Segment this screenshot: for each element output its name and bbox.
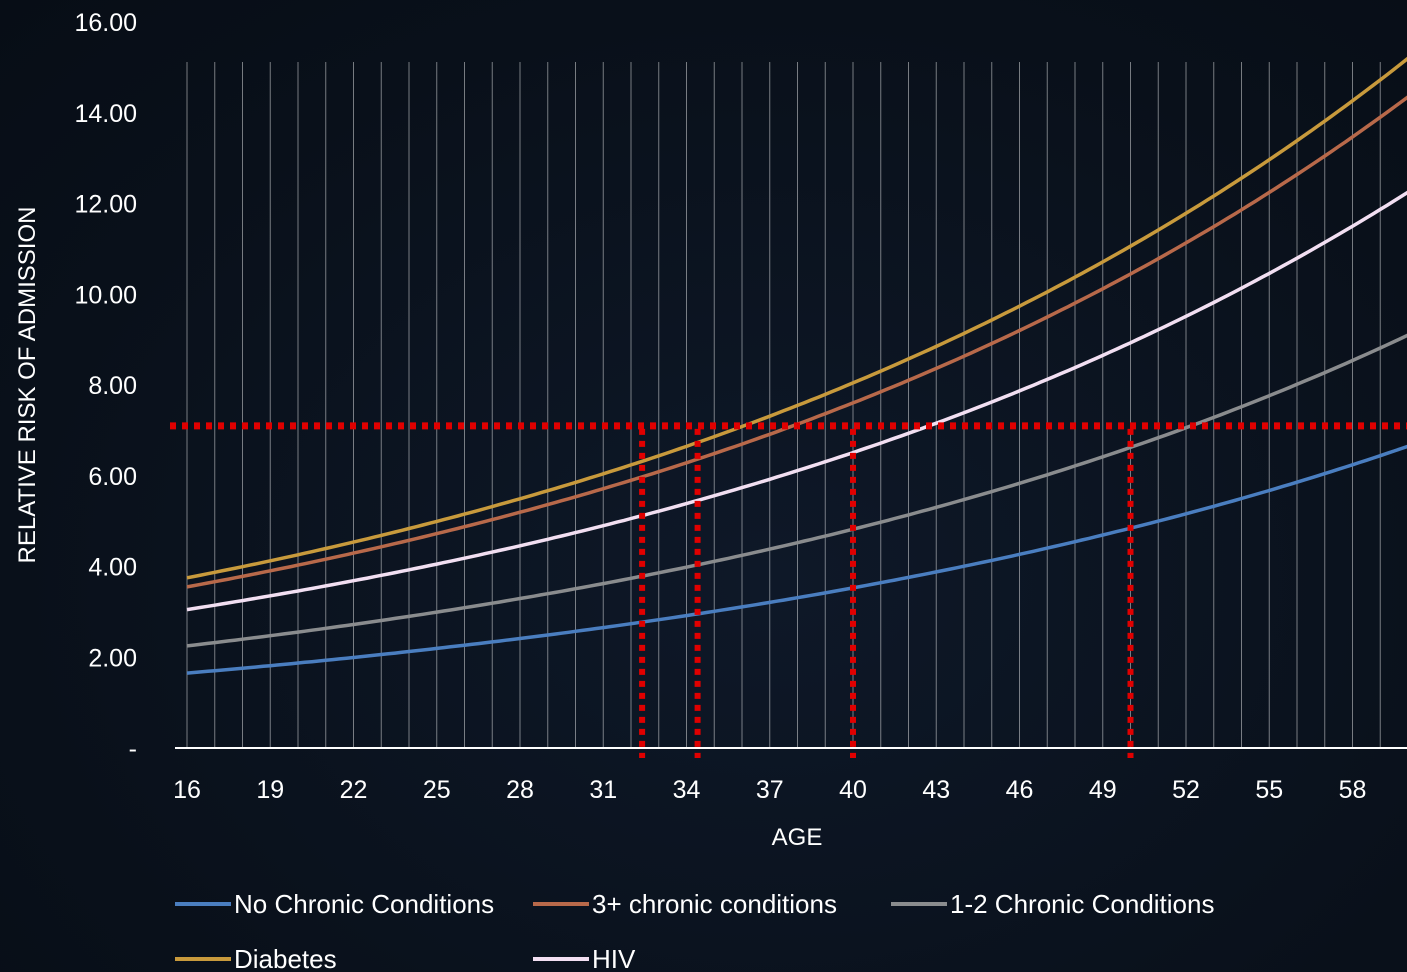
legend-item: 3+ chronic conditions (533, 889, 837, 919)
vertical-gridlines (186, 62, 1381, 748)
legend-label: Diabetes (234, 944, 337, 972)
y-tick-label: 14.00 (74, 100, 137, 128)
legend: No Chronic Conditions 3+ chronic conditio… (175, 889, 1214, 972)
x-tick-label: 31 (589, 776, 617, 804)
x-tick-label: 46 (1006, 776, 1034, 804)
x-tick-label: 52 (1172, 776, 1200, 804)
y-axis-ticks: - 2.00 4.00 6.00 8.00 10.00 12.00 14.00 16.00 (74, 9, 137, 763)
x-axis-title: AGE (772, 824, 823, 851)
x-axis-ticks: 16 19 22 25 28 31 34 37 40 43 46 49 52 55 58 (173, 776, 1366, 804)
y-tick-label: 10.00 (74, 281, 137, 309)
series-line (186, 56, 1407, 580)
legend-label: 3+ chronic conditions (592, 889, 837, 919)
legend-label: HIV (592, 944, 636, 972)
legend-item: HIV (533, 944, 636, 972)
x-tick-label: 34 (673, 776, 701, 804)
x-tick-label: 22 (340, 776, 368, 804)
x-tick-label: 58 (1339, 776, 1367, 804)
reference-lines (170, 422, 1407, 758)
legend-item: No Chronic Conditions (175, 889, 494, 919)
y-tick-label: - (129, 735, 137, 763)
x-tick-label: 25 (423, 776, 451, 804)
y-tick-label: 12.00 (74, 191, 137, 219)
series-line (186, 190, 1407, 612)
y-tick-label: 4.00 (88, 554, 137, 582)
x-tick-label: 37 (756, 776, 784, 804)
series-line (186, 444, 1407, 675)
series-line (186, 333, 1407, 648)
x-tick-label: 40 (839, 776, 867, 804)
x-tick-label: 43 (922, 776, 950, 804)
y-tick-label: 8.00 (88, 372, 137, 400)
x-tick-label: 55 (1255, 776, 1283, 804)
y-axis-title: RELATIVE RISK OF ADMISSION (14, 207, 41, 564)
x-tick-label: 28 (506, 776, 534, 804)
legend-label: 1-2 Chronic Conditions (950, 889, 1214, 919)
y-tick-label: 16.00 (74, 9, 137, 37)
y-tick-label: 6.00 (88, 463, 137, 491)
legend-label: No Chronic Conditions (234, 889, 494, 919)
x-tick-label: 16 (173, 776, 201, 804)
y-tick-label: 2.00 (88, 644, 137, 672)
x-tick-label: 19 (256, 776, 284, 804)
legend-item: Diabetes (175, 944, 337, 972)
x-tick-label: 49 (1089, 776, 1117, 804)
legend-item: 1-2 Chronic Conditions (891, 889, 1214, 919)
